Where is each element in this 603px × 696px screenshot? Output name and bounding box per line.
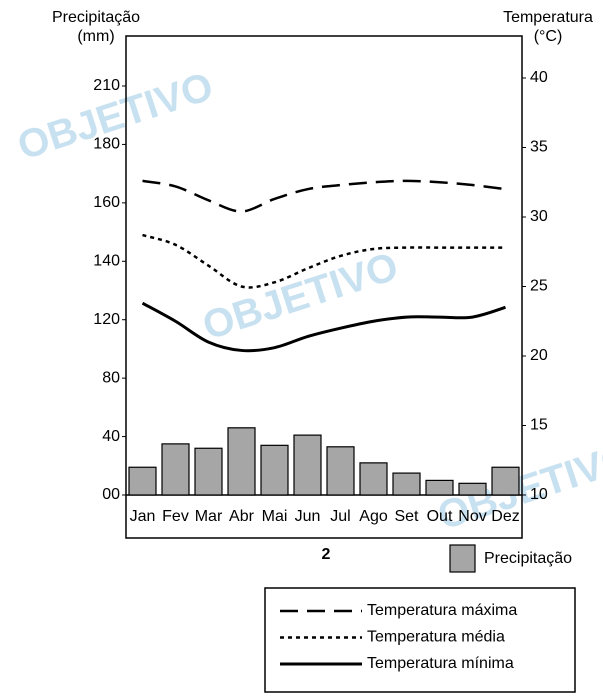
- y2-tick-label: 15: [530, 417, 548, 434]
- x-tick-label: Set: [394, 508, 419, 525]
- x-tick-label: Ago: [359, 508, 388, 525]
- x-tick-label: Jan: [130, 508, 156, 525]
- y-axis-label: Precipitação: [52, 9, 140, 26]
- y2-axis-label: (°C): [534, 28, 563, 45]
- y2-tick-label: 25: [530, 278, 548, 295]
- y-tick-label: 00: [102, 486, 120, 503]
- bar: [293, 434, 322, 496]
- line: [142, 179, 506, 213]
- x-tick-label: Jun: [295, 508, 321, 525]
- bar: [425, 479, 454, 496]
- x-tick-label: Dez: [491, 508, 519, 525]
- y2-tick-label: 30: [530, 208, 548, 225]
- y2-tick-label: 10: [530, 486, 548, 503]
- x-tick-label: Jul: [330, 508, 350, 525]
- y2-tick-label: 40: [530, 69, 548, 86]
- y2-axis-label: Temperatura: [503, 9, 593, 26]
- bar: [260, 444, 289, 496]
- bar: [194, 447, 223, 496]
- bar: [359, 462, 388, 496]
- x-tick-label: Mar: [195, 508, 223, 525]
- legend-label: Temperatura mínima: [367, 655, 514, 672]
- y-tick-label: 140: [93, 253, 120, 270]
- legend-swatch: [449, 544, 476, 573]
- y-tick-label: 160: [93, 194, 120, 211]
- x-tick-label: Abr: [229, 508, 255, 525]
- bar: [326, 446, 355, 496]
- y2-tick-label: 35: [530, 139, 548, 156]
- y-axis-label: (mm): [77, 28, 114, 45]
- line: [141, 301, 506, 353]
- bar: [458, 482, 487, 496]
- x-tick-label: Out: [427, 508, 453, 525]
- y-tick-label: 80: [102, 369, 120, 386]
- y2-tick-label: 20: [530, 347, 548, 364]
- bar: [392, 472, 421, 496]
- y-tick-label: 210: [93, 77, 120, 94]
- y-tick-label: 180: [93, 136, 120, 153]
- x-tick-label: Nov: [458, 508, 486, 525]
- watermark: OBJETIVO: [197, 244, 403, 348]
- bar: [128, 466, 157, 496]
- bar: [227, 427, 256, 496]
- chart-title: 2: [322, 546, 331, 563]
- bar: [161, 443, 190, 496]
- legend-box: [264, 587, 576, 693]
- line: [142, 233, 506, 289]
- legend-label: Precipitação: [484, 550, 572, 567]
- y-tick-label: 40: [102, 428, 120, 445]
- y-tick-label: 120: [93, 311, 120, 328]
- bar: [491, 466, 520, 496]
- x-tick-label: Mai: [262, 508, 288, 525]
- legend-label: Temperatura média: [367, 629, 505, 646]
- legend-label: Temperatura máxima: [367, 602, 517, 619]
- x-tick-label: Fev: [162, 508, 189, 525]
